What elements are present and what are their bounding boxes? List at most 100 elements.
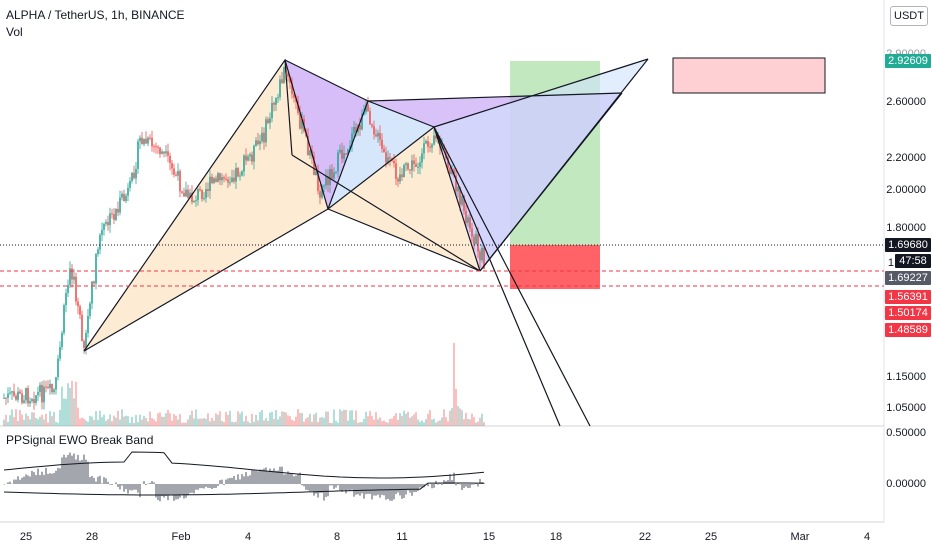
candle-body: [201, 190, 203, 199]
indicator-title[interactable]: PPSignal EWO Break Band: [6, 433, 153, 447]
volume-bar: [7, 422, 9, 426]
volume-bar: [325, 412, 327, 426]
candle-body: [53, 390, 55, 393]
candle-body: [85, 333, 87, 348]
ewo-bar: [15, 480, 16, 484]
volume-bar: [27, 416, 29, 426]
volume-bar: [285, 412, 287, 426]
volume-bar: [253, 422, 255, 426]
candle-body: [333, 172, 335, 178]
volume-bar: [391, 419, 393, 426]
ewo-bar: [123, 484, 124, 492]
ewo-bar: [419, 484, 420, 487]
candle-body: [425, 141, 427, 143]
volume-bar: [79, 419, 81, 426]
ewo-bar: [409, 484, 410, 493]
ewo-bar: [219, 480, 220, 484]
candle-body: [203, 198, 205, 199]
candle-body: [409, 169, 411, 170]
volume-bar: [125, 416, 127, 426]
volume-bar: [443, 409, 445, 426]
ewo-bar: [207, 484, 208, 488]
ewo-bar: [303, 484, 304, 486]
volume-bar: [385, 422, 387, 426]
candle-body: [395, 163, 397, 179]
stop-zone[interactable]: [510, 245, 600, 289]
volume-bar: [433, 419, 435, 426]
volume-bar: [277, 419, 279, 426]
ewo-bar: [23, 477, 24, 484]
volume-bar: [335, 421, 337, 426]
volume-bar: [455, 389, 457, 426]
volume-bar: [37, 419, 39, 426]
candle-body: [9, 393, 11, 394]
volume-bar: [35, 418, 37, 426]
volume-bar: [185, 423, 187, 426]
candle-body: [167, 151, 169, 156]
candle-body: [83, 341, 85, 348]
volume-label[interactable]: Vol: [6, 25, 23, 39]
candle-body: [15, 396, 17, 400]
sell-zone-box[interactable]: [673, 58, 825, 93]
candle-body: [125, 196, 127, 201]
volume-bar: [25, 413, 27, 426]
candle-body: [105, 222, 107, 224]
candle-body: [197, 189, 199, 200]
ewo-bar: [21, 478, 22, 484]
ewo-bar: [227, 479, 228, 484]
ewo-bar: [73, 454, 74, 484]
ewo-bar: [223, 484, 224, 485]
candle-body: [31, 399, 33, 401]
volume-bar: [345, 410, 347, 426]
ewo-bar: [151, 481, 152, 484]
volume-bar: [301, 413, 303, 426]
volume-bar: [81, 418, 83, 426]
volume-bar: [309, 414, 311, 426]
candle-body: [99, 235, 101, 250]
ewo-bar: [329, 484, 330, 485]
candle-body: [213, 178, 215, 183]
volume-bar: [175, 416, 177, 426]
volume-bar: [321, 417, 323, 426]
candle-body: [179, 171, 181, 191]
ewo-bar: [327, 484, 328, 496]
ewo-bar: [57, 468, 58, 484]
currency-button[interactable]: USDT: [890, 6, 928, 26]
volume-bar: [197, 419, 199, 426]
candle-body: [21, 393, 23, 402]
candle-body: [423, 143, 425, 153]
ewo-bar: [259, 469, 260, 484]
ewo-bar: [255, 471, 256, 484]
ewo-bar: [241, 474, 242, 484]
volume-bar: [209, 421, 211, 426]
candle-body: [67, 285, 69, 293]
candle-body: [419, 163, 421, 167]
ewo-bar: [231, 478, 232, 484]
candle-body: [63, 305, 65, 333]
ewo-bar: [221, 480, 222, 484]
ewo-bar: [39, 475, 40, 484]
ewo-bar: [127, 484, 128, 494]
volume-bar: [99, 411, 101, 426]
ewo-bar: [159, 484, 160, 501]
ewo-bar: [387, 484, 388, 499]
ewo-bar: [235, 480, 236, 484]
volume-bar: [255, 415, 257, 426]
volume-bar: [233, 422, 235, 426]
ewo-bar: [97, 477, 98, 484]
ewo-bar: [185, 484, 186, 498]
volume-bar: [105, 421, 107, 426]
candle-body: [405, 163, 407, 165]
ewo-bar: [77, 455, 78, 484]
ewo-bar: [145, 484, 146, 485]
symbol-title[interactable]: ALPHA / TetherUS, 1h, BINANCE: [6, 8, 185, 22]
ewo-bar: [157, 484, 158, 500]
ewo-bar: [131, 484, 132, 490]
volume-bar: [71, 381, 73, 426]
candle-body: [65, 293, 67, 305]
candle-body: [319, 191, 321, 197]
ewo-bar: [101, 483, 102, 484]
volume-bar: [451, 408, 453, 426]
candle-body: [417, 167, 419, 168]
